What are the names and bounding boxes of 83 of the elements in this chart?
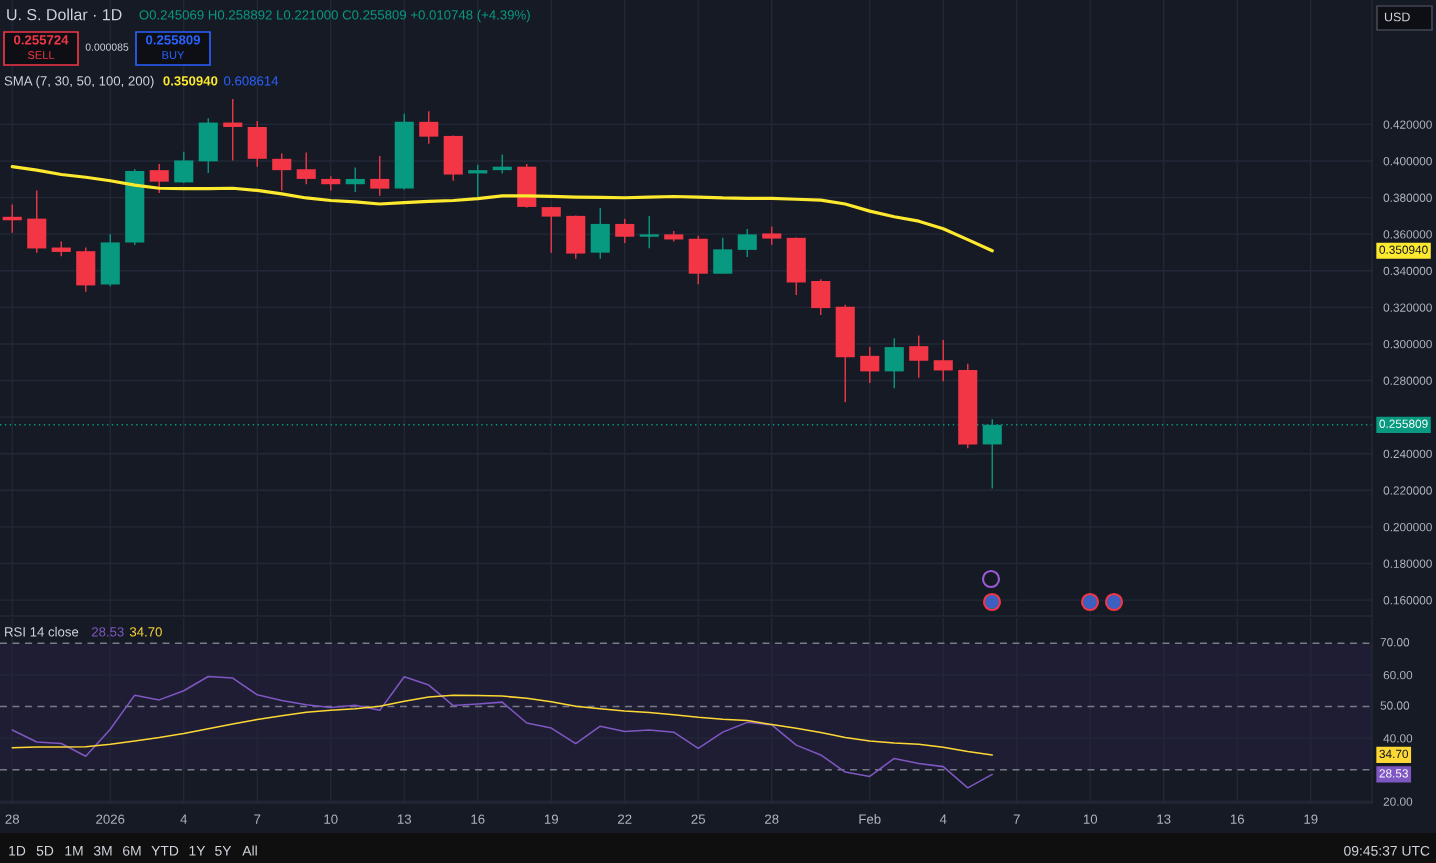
- candlestick: [419, 110, 439, 145]
- candlestick: [639, 215, 659, 249]
- text: 1Y: [189, 846, 206, 856]
- x-tick-label: 25: [691, 814, 706, 824]
- annotation: SMA (7, 30, 50, 100, 200): [4, 75, 154, 89]
- annotation: 28.53: [91, 627, 124, 637]
- candlestick: [149, 163, 169, 194]
- candlestick: [174, 150, 194, 184]
- annotation: 0.255724: [14, 35, 69, 45]
- x-tick-label: 19: [544, 814, 558, 824]
- text: 0.350940: [1379, 245, 1428, 254]
- candlestick: [762, 225, 782, 246]
- text: 28.53: [1379, 769, 1408, 778]
- text: 3M: [93, 845, 112, 856]
- y-tick-label: 0.200000: [1383, 522, 1432, 532]
- candlestick: [909, 334, 929, 379]
- x-tick-label: 10: [1083, 814, 1098, 824]
- ref-line-label: 0.255809: [1379, 419, 1428, 428]
- annotation: 0.350940: [163, 76, 218, 86]
- text: 1M: [65, 846, 83, 856]
- candlestick: [345, 166, 365, 193]
- candlestick: [370, 155, 390, 197]
- line-series: [10, 165, 994, 253]
- candlestick: [296, 151, 316, 185]
- y-tick-label: 0.180000: [1383, 559, 1432, 568]
- x-tick-label: 16: [1230, 814, 1245, 824]
- y-tick-label: 0.360000: [1383, 230, 1432, 239]
- x-tick-label: 7: [254, 814, 261, 824]
- text: 1D: [9, 846, 26, 856]
- annotation: SELL: [27, 51, 55, 59]
- y-tick-label: 0.220000: [1383, 486, 1432, 495]
- y-tick-label: 0.380000: [1383, 193, 1432, 202]
- candlestick: [615, 217, 635, 244]
- y-tick-label: 60.00: [1383, 670, 1413, 680]
- y-tick-label: 0.280000: [1383, 376, 1432, 385]
- text: 09:45:37 UTC: [1344, 845, 1430, 856]
- annotation: 0.000085: [85, 43, 129, 51]
- candlestick: [223, 98, 243, 162]
- y-tick-label: 0.400000: [1383, 157, 1432, 166]
- text: YTD: [151, 846, 179, 856]
- x-tick-label: 22: [618, 814, 632, 824]
- y-tick-label: 0.300000: [1383, 339, 1432, 349]
- y-tick-label: 0.160000: [1383, 596, 1432, 605]
- x-tick-label: 7: [1013, 814, 1020, 824]
- x-tick-label: 16: [471, 814, 485, 824]
- x-tick-label: 19: [1304, 814, 1318, 824]
- x-tick-label: 13: [397, 814, 412, 824]
- candlestick: [541, 206, 561, 254]
- x-tick-label: 4: [180, 814, 188, 824]
- y-tick-label: 0.420000: [1383, 120, 1432, 129]
- text: 6M: [123, 845, 141, 856]
- annotation: 34.70: [129, 627, 162, 637]
- line-series: [11, 675, 994, 789]
- candlestick: [860, 346, 880, 384]
- annotation: 0.255809: [146, 35, 201, 45]
- annotation: O0.245069 H0.258892 L0.221000 C0.255809 +0.010748 (+4.39%): [139, 9, 530, 23]
- text: USD: [1384, 12, 1410, 22]
- y-tick-label: 0.240000: [1383, 449, 1432, 459]
- x-tick-label: 28: [5, 814, 20, 824]
- x-tick-label: 13: [1157, 814, 1171, 824]
- x-tick-label: 28: [765, 814, 779, 824]
- x-tick-label: Feb: [859, 814, 881, 824]
- candlestick: [737, 228, 757, 258]
- annotation: 0.608614: [224, 76, 279, 86]
- ref-line-label: 70.00: [1380, 638, 1410, 647]
- candlestick: [272, 152, 292, 192]
- text: All: [242, 845, 257, 856]
- y-tick-label: 40.00: [1383, 734, 1413, 743]
- x-tick-label: 10: [324, 814, 338, 824]
- chart-title: U. S. Dollar · 1D: [7, 8, 122, 21]
- text: 5Y: [215, 846, 232, 856]
- ref-line-label: 50.00: [1380, 701, 1410, 710]
- y-tick-label: 0.320000: [1383, 303, 1432, 312]
- text: 34.70: [1379, 749, 1409, 759]
- annotation: RSI 14 close: [5, 626, 79, 637]
- y-tick-label: 0.340000: [1383, 266, 1432, 276]
- annotation: BUY: [162, 51, 185, 59]
- line-series: [11, 694, 994, 756]
- x-tick-label: 4: [939, 814, 947, 824]
- candlestick: [933, 339, 953, 382]
- text: 5D: [36, 846, 54, 856]
- x-tick-label: 2026: [96, 814, 125, 824]
- y-tick-label: 20.00: [1383, 797, 1413, 806]
